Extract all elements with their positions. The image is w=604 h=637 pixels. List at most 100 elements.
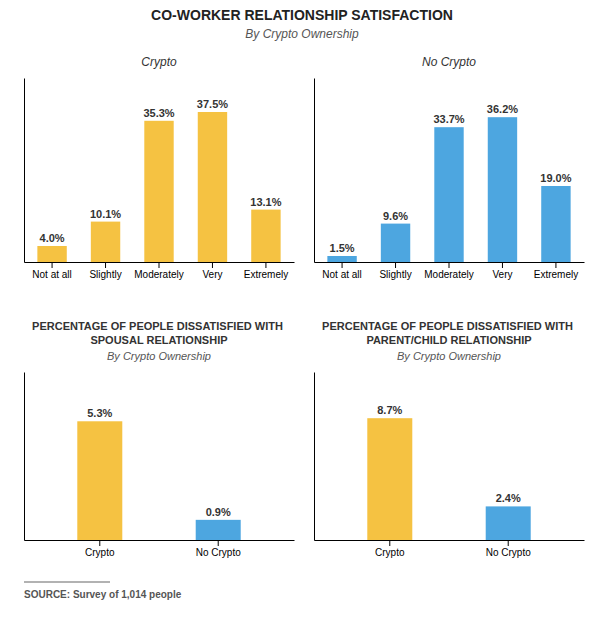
x-tick: Slightly bbox=[89, 262, 121, 280]
x-tick: Not at all bbox=[322, 262, 361, 280]
panel-title-line: No Crypto bbox=[422, 55, 476, 69]
data-label: 8.7% bbox=[377, 404, 402, 416]
panel-title-line: PERCENTAGE OF PEOPLE DISSATISFIED WITH bbox=[32, 320, 286, 332]
main-title: CO-WORKER RELATIONSHIP SATISFACTION bbox=[151, 7, 453, 23]
panel: By Crypto Ownership PERCENTAGE OF PEOPLE … bbox=[25, 320, 295, 558]
x-tick: Moderately bbox=[134, 262, 183, 280]
y-axis bbox=[314, 79, 315, 263]
x-tick-label: No Crypto bbox=[196, 547, 241, 558]
source-note: SOURCE: Survey of 1,014 people bbox=[24, 589, 182, 600]
panel-title: Crypto bbox=[141, 55, 177, 69]
data-label: 33.7% bbox=[433, 113, 464, 125]
x-tick-mark bbox=[555, 262, 556, 268]
bar bbox=[486, 506, 531, 540]
x-tick-mark bbox=[389, 540, 390, 546]
bar bbox=[434, 127, 463, 262]
y-axis-line bbox=[24, 373, 25, 541]
bar bbox=[196, 520, 241, 540]
data-label: 37.5% bbox=[197, 98, 228, 110]
main-subtitle: By Crypto Ownership bbox=[245, 27, 359, 41]
x-tick-label: Very bbox=[492, 269, 512, 280]
data-label: 9.6% bbox=[383, 210, 408, 222]
x-tick-mark bbox=[105, 262, 106, 268]
x-tick-label: Not at all bbox=[32, 269, 71, 280]
x-tick-label: Extremely bbox=[244, 269, 288, 280]
x-tick: No Crypto bbox=[196, 540, 241, 558]
bar bbox=[91, 222, 120, 262]
panel-title: PERCENTAGE OF PEOPLE DISSATISFIED WITH P… bbox=[322, 320, 576, 346]
panel-title-line: SPOUSAL RELATIONSHIP bbox=[90, 334, 227, 346]
data-label: 10.1% bbox=[90, 208, 121, 220]
x-tick-label: Crypto bbox=[85, 547, 115, 558]
y-axis bbox=[314, 373, 315, 541]
data-labels: 5.3% 0.9% bbox=[87, 407, 231, 518]
bars bbox=[37, 112, 280, 262]
data-label: 5.3% bbox=[87, 407, 112, 419]
x-tick-mark bbox=[52, 262, 53, 268]
panel-title-line: PARENT/CHILD RELATIONSHIP bbox=[366, 334, 531, 346]
bars bbox=[77, 421, 240, 540]
x-tick-label: No Crypto bbox=[486, 547, 531, 558]
chart-root: CO-WORKER RELATIONSHIP SATISFACTION By Cr… bbox=[0, 0, 604, 637]
data-label: 19.0% bbox=[540, 172, 571, 184]
bar bbox=[327, 256, 356, 262]
x-axis: Crypto No Crypto bbox=[25, 540, 295, 558]
data-labels: 8.7%2.4% bbox=[377, 404, 521, 504]
data-label: 35.3% bbox=[143, 107, 174, 119]
bars bbox=[367, 418, 530, 540]
x-tick-mark bbox=[449, 262, 450, 268]
y-axis-line bbox=[314, 373, 315, 541]
x-tick-label: Extremely bbox=[534, 269, 578, 280]
bar bbox=[144, 121, 173, 262]
x-tick-mark bbox=[265, 262, 266, 268]
bar bbox=[541, 186, 570, 262]
x-tick: Very bbox=[202, 262, 222, 280]
bar bbox=[488, 117, 517, 262]
x-tick: Extremely bbox=[534, 262, 578, 280]
panel-title: No Crypto bbox=[422, 55, 476, 69]
panel-subtitle: By Crypto Ownership bbox=[397, 350, 501, 362]
x-tick: Slightly bbox=[379, 262, 411, 280]
data-label: 36.2% bbox=[487, 103, 518, 115]
bar bbox=[37, 246, 66, 262]
x-tick: Crypto bbox=[85, 540, 115, 558]
x-tick-mark bbox=[99, 540, 100, 546]
panel-subtitle: By Crypto Ownership bbox=[107, 350, 211, 362]
bar bbox=[77, 421, 122, 540]
x-tick: Extremely bbox=[244, 262, 288, 280]
panel: No Crypto1.5%9.6%33.7%36.2%19.0%Not at a… bbox=[315, 55, 585, 280]
data-label: 4.0% bbox=[40, 232, 65, 244]
x-tick: Crypto bbox=[375, 540, 405, 558]
divider bbox=[24, 581, 110, 583]
x-tick-label: Moderately bbox=[424, 269, 473, 280]
x-axis: Not at all Slightly Moderately Very Extremel… bbox=[25, 262, 295, 280]
panel: By Crypto Ownership PERCENTAGE OF PEOPLE … bbox=[315, 320, 585, 558]
bar bbox=[251, 210, 280, 262]
x-tick-mark bbox=[212, 262, 213, 268]
data-labels: 1.5%9.6%33.7%36.2%19.0% bbox=[330, 103, 572, 254]
x-tick: No Crypto bbox=[486, 540, 531, 558]
x-tick-mark bbox=[508, 540, 509, 546]
y-axis bbox=[24, 373, 25, 541]
x-tick-label: Moderately bbox=[134, 269, 183, 280]
x-tick-mark bbox=[159, 262, 160, 268]
x-axis: Not at all Slightly Moderately Very Extremel… bbox=[315, 262, 585, 280]
x-axis-line bbox=[25, 540, 295, 541]
x-tick-label: Slightly bbox=[379, 269, 411, 280]
bar bbox=[367, 418, 412, 540]
x-tick-mark bbox=[218, 540, 219, 546]
panel-title-line: PERCENTAGE OF PEOPLE DISSATISFIED WITH bbox=[322, 320, 576, 332]
x-tick: Not at all bbox=[32, 262, 71, 280]
panel-title: PERCENTAGE OF PEOPLE DISSATISFIED WITH S… bbox=[32, 320, 286, 346]
data-label: 0.9% bbox=[206, 506, 231, 518]
data-label: 13.1% bbox=[250, 196, 281, 208]
panel: Crypto 4.0% 10.1% 35.3% 37.5% 13.1% Not at all… bbox=[25, 55, 295, 280]
x-axis-line bbox=[315, 540, 585, 541]
x-tick-mark bbox=[395, 262, 396, 268]
x-tick-label: Slightly bbox=[89, 269, 121, 280]
x-tick-mark bbox=[502, 262, 503, 268]
x-axis: Crypto No Crypto bbox=[315, 540, 585, 558]
y-axis-line bbox=[314, 79, 315, 263]
x-tick-label: Not at all bbox=[322, 269, 361, 280]
x-tick: Moderately bbox=[424, 262, 473, 280]
